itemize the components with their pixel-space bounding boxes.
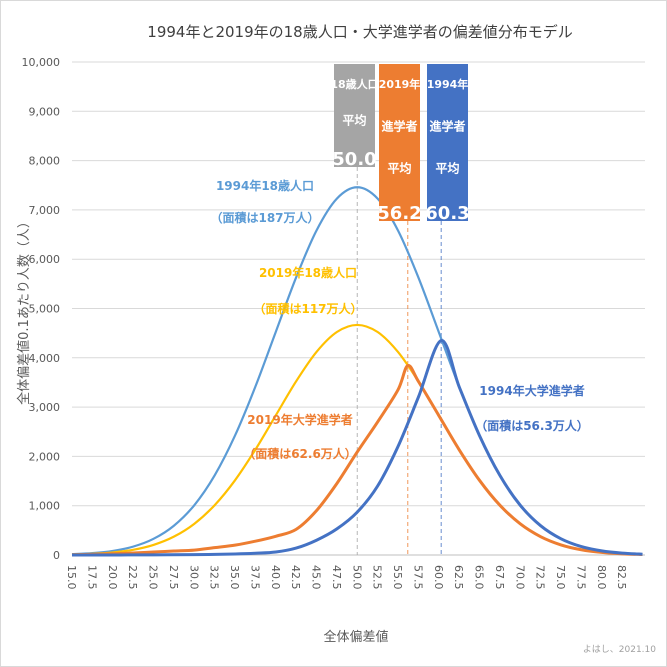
chart-title: 1994年と2019年の18歳人口・大学進学者の偏差値分布モデル bbox=[147, 23, 572, 41]
y-tick-label: 4,000 bbox=[29, 352, 61, 365]
series-curves bbox=[71, 186, 643, 557]
y-tick-label: 2,000 bbox=[29, 450, 61, 463]
mean-box-text: 平均 bbox=[387, 161, 411, 176]
series-line bbox=[71, 339, 643, 557]
x-tick-label: 30.0 bbox=[187, 565, 200, 590]
x-tick-label: 50.0 bbox=[350, 565, 363, 590]
annotations: 18歳人口平均50.02019年進学者平均56.21994年進学者平均60.31… bbox=[210, 64, 589, 461]
y-tick-label: 7,000 bbox=[29, 204, 61, 217]
mean-box bbox=[334, 64, 375, 167]
y-tick-label: 0 bbox=[53, 549, 60, 562]
x-tick-label: 47.5 bbox=[330, 565, 343, 590]
mean-box bbox=[379, 64, 420, 221]
x-tick-label: 20.0 bbox=[106, 565, 119, 590]
series-area-label: （面積は56.3万人） bbox=[475, 418, 589, 433]
x-tick-label: 27.5 bbox=[167, 565, 180, 590]
y-tick-label: 1,000 bbox=[29, 500, 61, 513]
x-axis-label: 全体偏差値 bbox=[323, 629, 388, 645]
y-tick-labels: 0 1,000 2,000 3,000 4,000 5,000 6,000 7,000 8,00… bbox=[22, 56, 61, 562]
mean-box bbox=[427, 64, 468, 221]
x-tick-label: 37.5 bbox=[248, 565, 261, 590]
x-tick-label: 65.0 bbox=[473, 565, 486, 590]
x-tick-label: 42.5 bbox=[289, 565, 302, 590]
x-tick-label: 15.0 bbox=[65, 565, 78, 590]
y-tick-label: 6,000 bbox=[29, 253, 61, 266]
x-tick-label: 22.5 bbox=[126, 565, 139, 590]
credit: よはし、2021.10 bbox=[583, 644, 656, 655]
series-label: 1994年18歳人口 bbox=[216, 178, 314, 193]
x-tick-label: 72.5 bbox=[534, 565, 547, 590]
y-tick-label: 3,000 bbox=[29, 401, 61, 414]
y-tick-label: 5,000 bbox=[29, 303, 61, 316]
x-tick-label: 25.0 bbox=[147, 565, 160, 590]
series-line bbox=[71, 364, 643, 557]
x-tick-label: 62.5 bbox=[452, 565, 465, 590]
mean-box-text: 進学者 bbox=[381, 118, 417, 133]
series-label: 1994年大学進学者 bbox=[479, 383, 584, 398]
x-tick-label: 45.0 bbox=[310, 565, 323, 590]
mean-box-text: 1994年 bbox=[427, 77, 469, 91]
x-tick-label: 80.0 bbox=[595, 565, 608, 590]
x-tick-label: 40.0 bbox=[269, 565, 282, 590]
mean-lines bbox=[356, 167, 442, 555]
y-axis-label: 全体偏差値0.1あたり人数（人） bbox=[16, 215, 32, 405]
mean-box-text: 平均 bbox=[435, 161, 459, 176]
x-tick-label: 17.5 bbox=[85, 565, 98, 590]
x-tick-label: 32.5 bbox=[208, 565, 221, 590]
series-area-label: （面積は62.6万人） bbox=[243, 446, 357, 461]
x-tick-label: 60.0 bbox=[432, 565, 445, 590]
mean-box-text: 2019年 bbox=[379, 77, 421, 91]
series-area-label: （面積は117万人） bbox=[253, 301, 362, 316]
x-tick-label: 67.5 bbox=[493, 565, 506, 590]
mean-box-text: 進学者 bbox=[429, 118, 465, 133]
y-tick-label: 10,000 bbox=[22, 56, 61, 69]
mean-box-text: 18歳人口 bbox=[330, 77, 378, 91]
x-tick-label: 55.0 bbox=[391, 565, 404, 590]
x-tick-label: 70.0 bbox=[513, 565, 526, 590]
series-label: 2019年18歳人口 bbox=[259, 265, 357, 280]
x-tick-label: 35.0 bbox=[228, 565, 241, 590]
mean-box-text: 56.2 bbox=[377, 203, 421, 224]
mean-box-text: 50.0 bbox=[332, 149, 376, 170]
y-tick-label: 8,000 bbox=[29, 155, 61, 168]
x-tick-label: 82.5 bbox=[615, 565, 628, 590]
y-tick-label: 9,000 bbox=[29, 105, 61, 118]
series-area-label: （面積は187万人） bbox=[210, 210, 319, 225]
x-tick-label: 77.5 bbox=[574, 565, 587, 590]
mean-box-text: 60.3 bbox=[425, 203, 469, 224]
series-label: 2019年大学進学者 bbox=[247, 412, 352, 427]
x-tick-label: 75.0 bbox=[554, 565, 567, 590]
mean-box-text: 平均 bbox=[342, 113, 366, 128]
x-tick-label: 52.5 bbox=[371, 565, 384, 590]
x-tick-label: 57.5 bbox=[411, 565, 424, 590]
x-tick-labels: 15.0 17.5 20.0 22.5 25.0 27.5 30.0 32.5 35.0 37.5… bbox=[65, 565, 628, 590]
